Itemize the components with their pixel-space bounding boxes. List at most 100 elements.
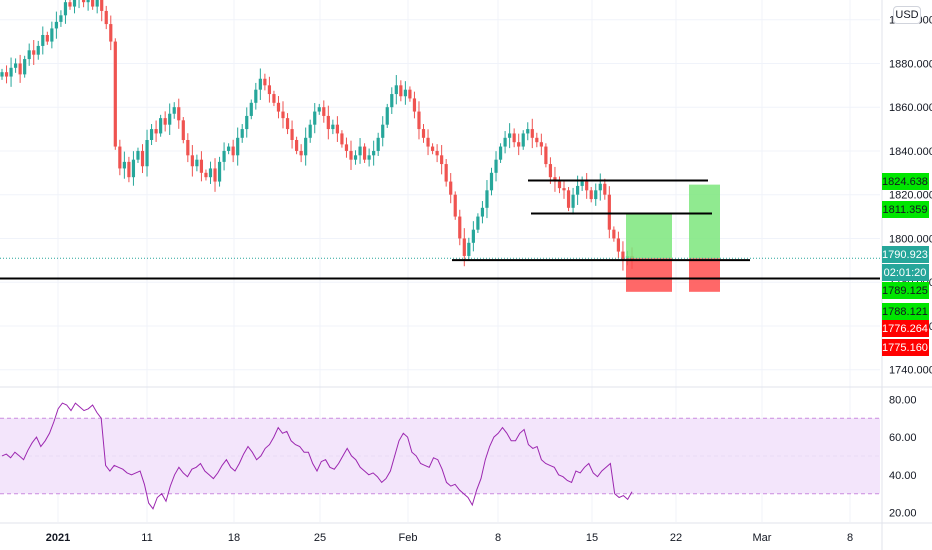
price-tag-label: 1811.359 — [882, 204, 927, 216]
candle-body — [553, 177, 557, 182]
positions-layer — [626, 184, 720, 292]
price-tag: 1775.160 — [882, 339, 929, 356]
candle-body — [498, 146, 503, 160]
candle-body — [467, 242, 471, 256]
x-tick-label: 11 — [141, 532, 152, 544]
candle-body — [9, 67, 13, 77]
candle-body — [412, 98, 417, 112]
candle-body — [385, 107, 389, 125]
rsi-layer — [1, 402, 633, 510]
price-tag-background — [882, 201, 929, 218]
price-tags-layer: 1824.638 1811.359 1790.923 02:01:20 1789.125… — [882, 173, 929, 356]
candle-body — [118, 146, 122, 169]
candle-body — [526, 129, 530, 134]
candle-body — [163, 118, 167, 125]
price-tag: 1790.923 — [882, 246, 929, 263]
candle-body — [258, 78, 262, 90]
candle-body — [449, 181, 453, 195]
price-tag-background — [882, 264, 929, 281]
candle-body — [566, 190, 571, 208]
candle-body — [539, 142, 543, 147]
candle-body — [313, 111, 317, 125]
rsi-tick-label: 20.00 — [889, 508, 917, 520]
candle-body — [86, 0, 90, 3]
candle-body — [13, 63, 18, 68]
rsi-line — [1, 402, 633, 510]
candle-body — [453, 194, 457, 217]
price-tag-background — [882, 282, 929, 299]
candle-body — [308, 124, 312, 138]
candle-body — [4, 72, 9, 77]
candle-body — [399, 85, 403, 97]
candle-body — [18, 63, 22, 75]
candle-body — [562, 188, 566, 191]
price-tag: 1811.359 — [882, 201, 929, 218]
price-tag-label: 1824.638 — [882, 176, 928, 188]
candle-body — [59, 15, 63, 22]
candle-body — [254, 89, 258, 103]
candle-body — [236, 137, 240, 156]
candles-layer — [0, 0, 634, 271]
candle-body — [204, 172, 208, 178]
candle-body — [349, 150, 353, 160]
candle-body — [41, 35, 45, 46]
price-tag: 02:01:20 — [882, 264, 929, 281]
candle-body — [81, 0, 86, 3]
x-tick-label: 22 — [670, 532, 682, 544]
candle-body — [68, 2, 72, 7]
candle-body — [362, 146, 367, 160]
candle-body — [485, 190, 489, 208]
candle-body — [444, 164, 448, 182]
candle-body — [458, 216, 462, 239]
candle-body — [213, 168, 217, 182]
currency-button[interactable]: USD — [893, 6, 921, 24]
candle-body — [340, 133, 344, 145]
candle-body — [372, 150, 376, 156]
candle-body — [426, 137, 430, 147]
candle-body — [480, 207, 485, 217]
candle-body — [530, 129, 534, 138]
price-tag-label: 1790.923 — [882, 249, 928, 261]
rsi-tick-label: 60.00 — [889, 432, 917, 444]
rsi-tick-label: 80.00 — [889, 394, 917, 406]
candle-body — [285, 118, 290, 130]
candle-body — [72, 0, 77, 7]
candle-body — [576, 185, 580, 195]
candle-body — [177, 107, 181, 121]
price-tick-label: 1740.000 — [889, 365, 932, 377]
price-tag-background — [882, 246, 929, 263]
candle-body — [195, 159, 199, 167]
price-tag-label: 1789.125 — [882, 285, 928, 297]
candle-body — [580, 181, 584, 186]
candle-body — [127, 161, 131, 178]
candle-body — [322, 107, 326, 116]
candle-body — [417, 111, 421, 130]
price-tick-label: 1860.000 — [889, 102, 932, 114]
x-tick-label: 25 — [314, 532, 326, 544]
price-tick-label: 1800.000 — [889, 233, 932, 245]
x-tick-label: 18 — [228, 532, 240, 544]
candle-body — [598, 183, 602, 191]
candle-body — [557, 181, 562, 189]
candle-body — [616, 238, 621, 252]
price-tag: 1788.121 — [882, 303, 929, 320]
candle-body — [367, 155, 371, 160]
candle-body — [276, 102, 281, 112]
x-tick-label: 2021 — [46, 532, 70, 544]
candle-body — [508, 133, 512, 138]
candle-body — [267, 85, 272, 95]
candle-body — [136, 150, 140, 160]
candle-body — [290, 129, 294, 140]
price-tick-label: 1820.000 — [889, 190, 932, 202]
candle-body — [548, 164, 553, 178]
x-tick-label: 15 — [586, 532, 598, 544]
candle-body — [381, 124, 385, 138]
x-tick-label: Mar — [753, 532, 772, 544]
candle-body — [45, 35, 49, 42]
candle-body — [403, 89, 407, 97]
candle-body — [23, 59, 27, 75]
candle-body — [521, 133, 525, 147]
candle-body — [100, 0, 104, 11]
candle-body — [621, 251, 625, 261]
candle-body — [440, 155, 444, 165]
